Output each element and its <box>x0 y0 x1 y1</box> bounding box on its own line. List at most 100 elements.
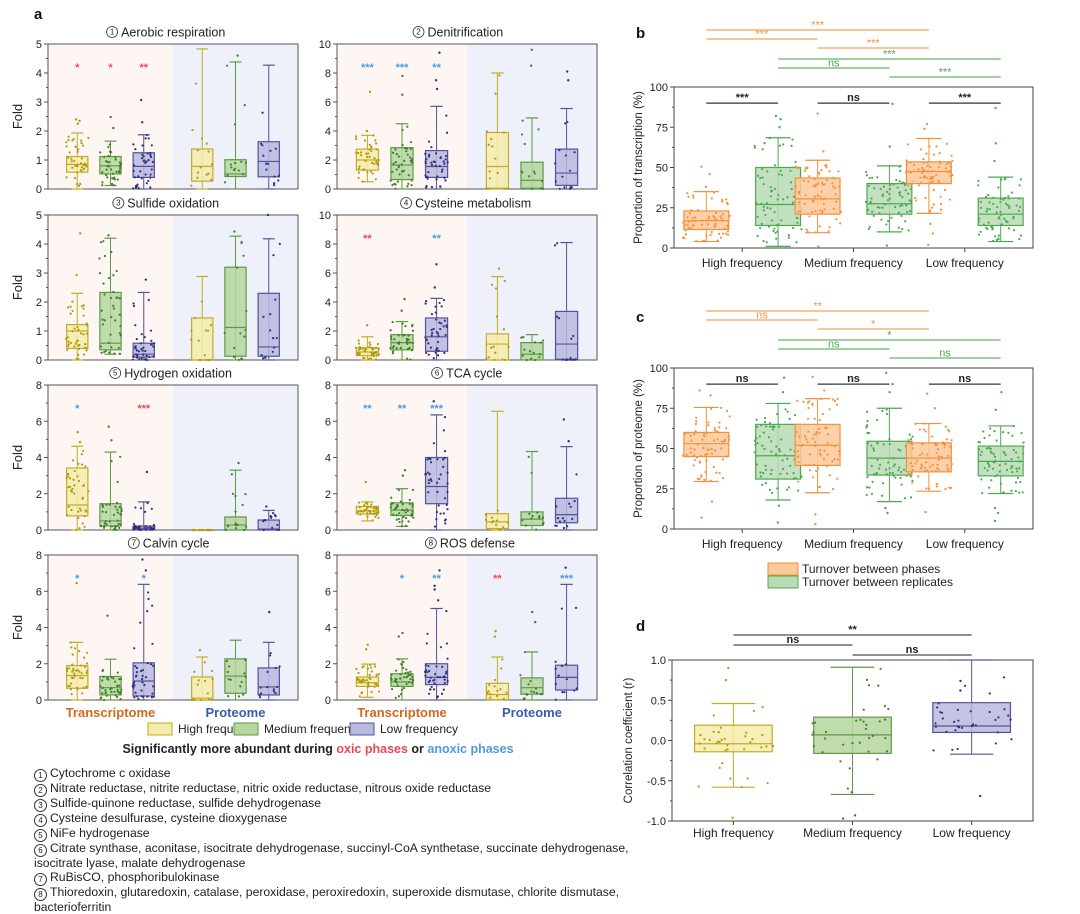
subplot-title: 5 Hydrogen oxidation <box>109 367 232 381</box>
data-point <box>112 304 115 307</box>
data-point <box>77 184 81 187</box>
data-point <box>147 137 150 140</box>
data-point <box>389 506 392 509</box>
data-point <box>435 518 438 521</box>
data-point <box>800 228 803 231</box>
data-point <box>804 464 808 467</box>
data-point <box>409 140 413 144</box>
sig-anoxic: anoxic phases <box>427 742 514 756</box>
box-proteome-low <box>554 418 579 531</box>
data-point <box>893 463 896 466</box>
data-point <box>523 142 526 146</box>
data-point <box>446 508 449 511</box>
data-point <box>871 734 874 737</box>
data-point <box>362 168 365 171</box>
data-point <box>232 355 236 358</box>
data-point <box>411 503 414 506</box>
outlier-point <box>841 817 845 820</box>
data-point <box>491 145 494 148</box>
data-point <box>398 341 401 344</box>
comparison-significance: ns <box>906 644 919 656</box>
data-point <box>432 327 435 331</box>
data-point <box>103 155 106 158</box>
data-point <box>703 431 706 434</box>
data-point <box>134 506 137 509</box>
data-point <box>390 496 393 499</box>
data-point <box>231 492 235 495</box>
data-point <box>244 328 247 332</box>
data-point <box>761 148 764 151</box>
data-point <box>102 698 106 702</box>
data-point <box>781 467 785 470</box>
outlier-point <box>993 519 997 523</box>
data-point <box>140 347 143 351</box>
data-point <box>759 471 762 474</box>
data-point <box>818 431 821 434</box>
data-point <box>146 695 149 698</box>
data-point <box>152 685 155 688</box>
data-point <box>410 325 414 328</box>
data-point <box>701 438 704 441</box>
data-point <box>411 488 415 492</box>
data-point <box>397 658 400 661</box>
y-tick-label: 0 <box>325 695 331 707</box>
data-point <box>956 725 959 728</box>
data-point <box>277 528 281 532</box>
box-proteome-low <box>257 64 281 190</box>
data-point <box>1011 465 1014 468</box>
data-point <box>876 176 879 179</box>
data-point <box>377 353 381 356</box>
data-point <box>923 469 926 472</box>
data-point <box>706 453 709 456</box>
data-point <box>935 482 939 486</box>
data-point <box>813 463 816 466</box>
data-point <box>115 296 118 299</box>
data-point <box>870 197 873 200</box>
data-point <box>73 674 76 678</box>
y-tick-label: 4 <box>36 623 42 635</box>
data-point <box>572 358 575 362</box>
data-point <box>370 670 373 673</box>
data-point <box>1006 204 1009 207</box>
data-point <box>142 346 145 349</box>
data-point <box>933 153 936 156</box>
box-proteome-high <box>191 528 214 532</box>
data-point <box>919 176 922 179</box>
data-point <box>1014 481 1018 484</box>
data-point <box>945 142 948 145</box>
data-point <box>119 165 122 169</box>
data-point <box>931 435 934 438</box>
data-point <box>851 742 854 745</box>
data-point <box>698 461 701 464</box>
data-point <box>425 642 428 645</box>
data-point <box>918 428 922 431</box>
data-point <box>357 353 361 356</box>
data-point <box>1009 718 1012 721</box>
data-point <box>118 506 121 509</box>
data-point <box>277 179 280 182</box>
data-point <box>487 356 490 359</box>
data-point <box>354 135 358 138</box>
data-point <box>940 711 944 714</box>
data-point <box>446 471 449 474</box>
data-point <box>407 334 410 337</box>
subplot-title-text: TCA cycle <box>446 367 502 381</box>
data-point <box>404 147 407 150</box>
data-point <box>74 669 78 672</box>
data-point <box>569 356 572 360</box>
data-point <box>569 358 573 361</box>
data-point <box>359 681 363 684</box>
data-point <box>881 409 884 412</box>
data-point <box>395 347 398 350</box>
data-point <box>887 707 890 711</box>
data-point <box>137 186 140 190</box>
data-point <box>915 459 919 462</box>
data-point <box>740 786 743 789</box>
data-point <box>943 188 947 191</box>
box-proteome-medium <box>224 639 247 701</box>
data-point <box>977 233 981 236</box>
data-point <box>1001 491 1004 495</box>
data-point <box>784 408 787 411</box>
outlier-point <box>822 389 826 392</box>
data-point <box>436 175 439 178</box>
